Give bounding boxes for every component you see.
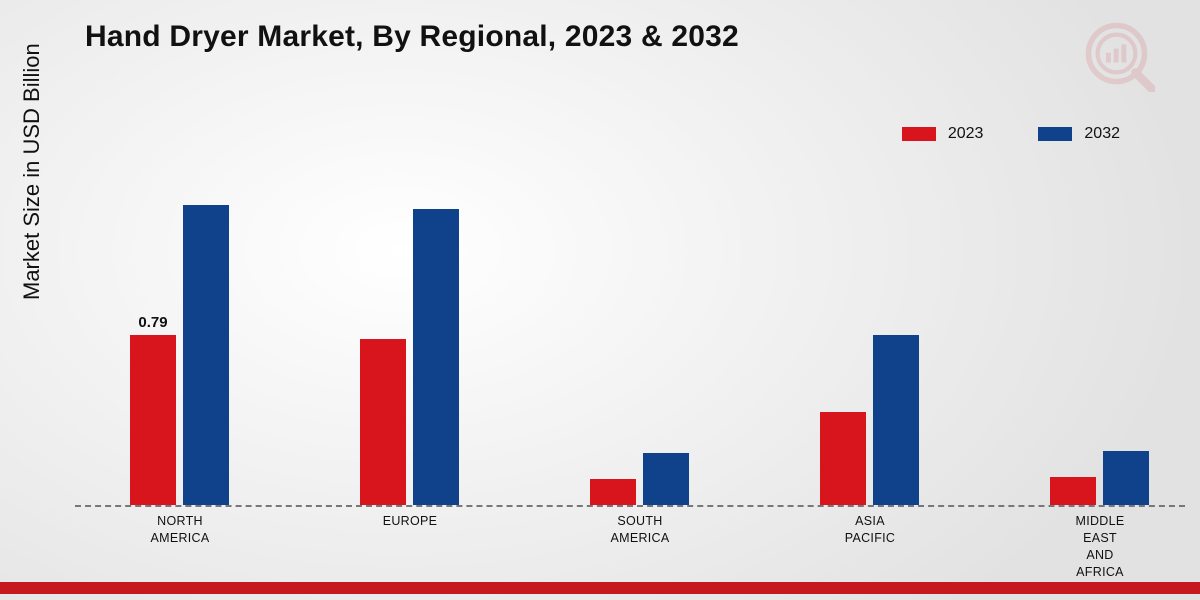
x-axis-tick-label: NORTH AMERICA (95, 513, 265, 547)
bar-group: SOUTH AMERICA (555, 95, 725, 505)
bar-2032 (413, 209, 459, 505)
bar-2032 (643, 453, 689, 505)
bar-group: MIDDLE EAST AND AFRICA (1015, 95, 1185, 505)
bar-group: 0.79NORTH AMERICA (95, 95, 265, 505)
bar-2023 (130, 335, 176, 505)
plot-area: 0.79NORTH AMERICA EUROPE SOUTH AMERICA ASIA… (75, 95, 1185, 505)
bar-2023 (360, 339, 406, 505)
bar-2032 (183, 205, 229, 505)
bar-2023 (1050, 477, 1096, 505)
chart-title: Hand Dryer Market, By Regional, 2023 & 2… (85, 20, 739, 54)
bar-group: ASIA PACIFIC (785, 95, 955, 505)
bar-value-label: 0.79 (123, 314, 183, 331)
footer-accent-bar (0, 582, 1200, 594)
x-axis-tick-label: MIDDLE EAST AND AFRICA (1015, 513, 1185, 581)
x-axis-tick-label: ASIA PACIFIC (785, 513, 955, 547)
brand-logo-icon (1085, 22, 1155, 92)
bar-2023 (590, 479, 636, 505)
bar-2032 (873, 335, 919, 505)
chart-canvas: Hand Dryer Market, By Regional, 2023 & 2… (0, 0, 1200, 600)
y-axis-label: Market Size in USD Billion (19, 43, 45, 300)
bar-group: EUROPE (325, 95, 495, 505)
bar-2023 (820, 412, 866, 505)
bar-2032 (1103, 451, 1149, 505)
x-axis-tick-label: EUROPE (325, 513, 495, 530)
x-axis-tick-label: SOUTH AMERICA (555, 513, 725, 547)
x-axis-baseline (75, 505, 1185, 507)
